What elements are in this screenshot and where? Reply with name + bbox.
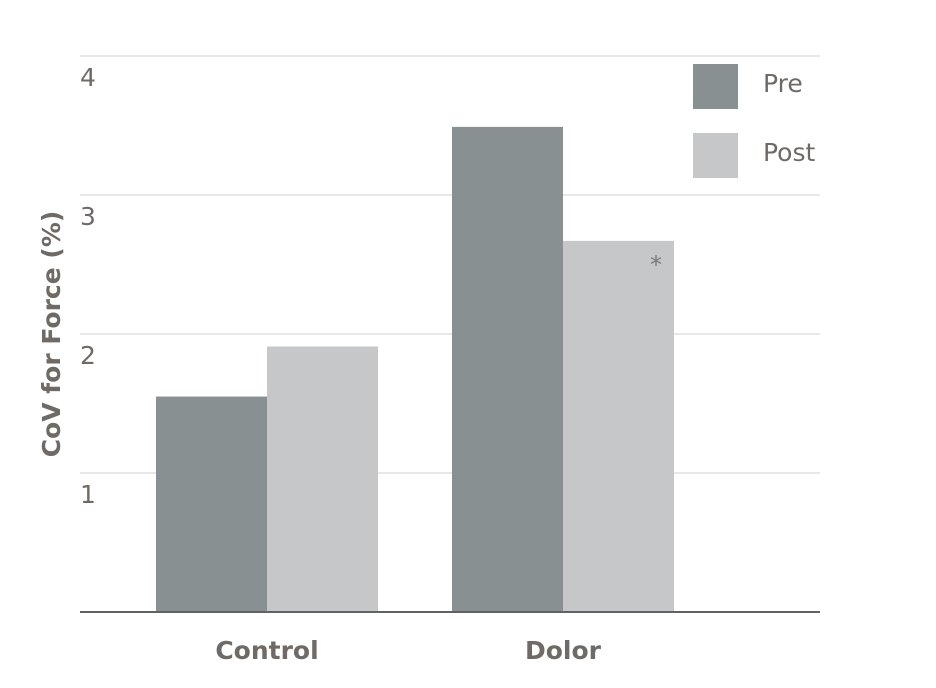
bar-post-control [267,346,378,612]
y-tick-label: 3 [80,202,96,231]
y-tick-label: 4 [80,63,96,92]
y-axis-label: CoV for Force (%) [37,211,66,458]
y-tick-label: 2 [80,341,96,370]
y-tick-label: 1 [80,480,96,509]
legend-swatch-post [693,133,738,178]
x-tick-label: Dolor [525,636,602,665]
x-tick-labels: Control Dolor [215,636,601,665]
significance-marker: * [650,251,662,279]
bar-post-dolor [563,240,674,612]
legend: Pre Post [693,64,816,178]
bar-pre-control [156,396,267,612]
legend-swatch-pre [693,64,738,109]
legend-label: Pre [763,69,803,98]
x-tick-label: Control [215,636,318,665]
gridlines [80,55,820,474]
bar-pre-dolor [452,126,563,612]
bars: * [156,126,674,612]
legend-label: Post [763,138,816,167]
y-tick-labels: 1 2 3 4 [80,63,96,509]
